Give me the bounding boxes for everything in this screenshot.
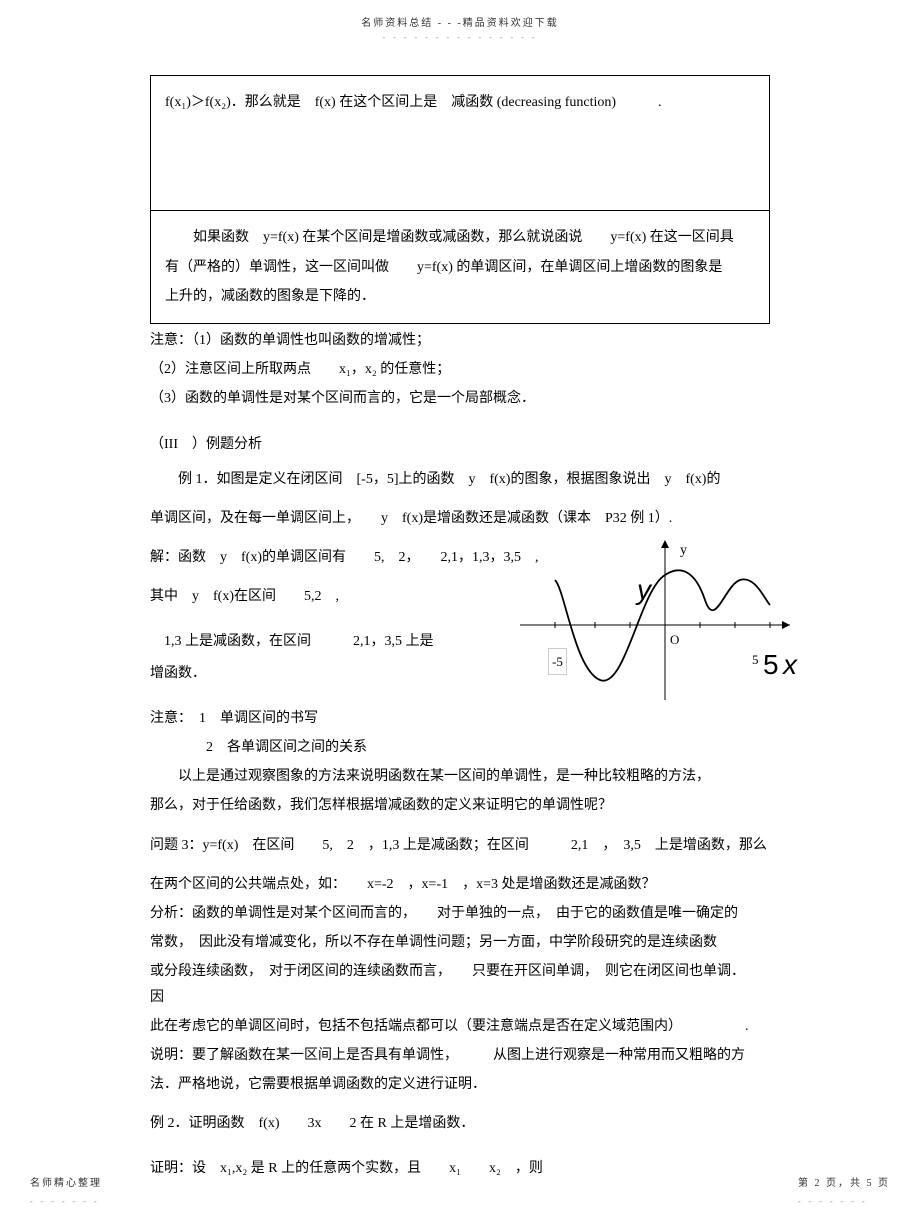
q3-line3: 分析：函数的单调性是对某个区间而言的， 对于单独的一点， 由于它的函数值是唯一确… [150,901,770,926]
q3-line2: 在两个区间的公共端点处，如： x=-2 ，x=-1 ，x=3 处是增函数还是减函… [150,872,770,897]
footer-left: 名师精心整理 - - - - - - - [30,1175,102,1211]
footer-right-text: 第 2 页，共 5 页 [798,1178,890,1189]
q3-line1: 问题 3：y=f(x) 在区间 5, 2 ，1,3 上是减函数；在区间 2,1 … [150,833,770,858]
q3-line7: 说明：要了解函数在某一区间上是否具有单调性， 从图上进行观察是一种常用而又粗略的… [150,1043,770,1068]
q3-line8: 法．严格地说，它需要根据单调函数的定义进行证明． [150,1072,770,1097]
footer-right: 第 2 页，共 5 页 - - - - - - - [798,1175,890,1211]
function-graph: y y O -5 5 5 x [520,530,800,710]
box2-line3: 上升的，减函数的图象是下降的． [165,284,755,309]
graph-neg5-label: -5 [548,648,567,675]
attention-4: 那么，对于任给函数，我们怎样根据增减函数的定义来证明它的单调性呢？ [150,793,770,818]
box-cell-1: f(x₁)＞f(x₂)．那么就是 f(x) 在这个区间上是 减函数 (decre… [151,76,770,211]
header-dots: - - - - - - - - - - - - - - - [0,31,920,45]
definition-table: f(x₁)＞f(x₂)．那么就是 f(x) 在这个区间上是 减函数 (decre… [150,75,770,324]
section-3-title: （III ）例题分析 [150,432,770,457]
ex2-line2: 证明：设 x₁,x₂ 是 R 上的任意两个实数，且 x₁ x₂ ，则 [150,1156,770,1181]
box-cell-2: 如果函数 y=f(x) 在某个区间是增函数或减函数，那么就说函说 y=f(x) … [151,211,770,324]
q3-line5: 或分段连续函数， 对于闭区间的连续函数而言， 只要在开区间单调， 则它在闭区间也… [150,959,770,1009]
decreasing-fn-text: f(x₁)＞f(x₂)．那么就是 f(x) 在这个区间上是 减函数 (decre… [165,90,755,115]
header-note: 名师资料总结 - - -精品资料欢迎下载 [0,0,920,33]
q3-line6: 此在考虑它的单调区间时，包括不包括端点都可以（要注意端点是否在定义域范围内） . [150,1014,770,1039]
box2-line1: 如果函数 y=f(x) 在某个区间是增函数或减函数，那么就说函说 y=f(x) … [165,225,755,250]
attention-2: 2 各单调区间之间的关系 [150,735,770,760]
q3-line4: 常数， 因此没有增减变化，所以不存在单调性问题；另一方面，中学阶段研究的是连续函… [150,930,770,955]
graph-svg [520,530,800,710]
graph-bigx: x [783,640,797,690]
graph-pos5-label: 5 [752,648,759,671]
note-1: 注意：（1）函数的单调性也叫函数的增减性； [150,328,770,353]
footer-right-dots: - - - - - - - [798,1197,868,1206]
note-3: （3）函数的单调性是对某个区间而言的，它是一个局部概念． [150,386,770,411]
graph-y-big: y [637,565,651,615]
note-2: （2）注意区间上所取两点 x₁，x₂ 的任意性； [150,357,770,382]
footer-left-text: 名师精心整理 [30,1178,102,1189]
ex2-line1: 例 2．证明函数 f(x) 3x 2 在 R 上是增函数． [150,1111,770,1136]
graph-origin-label: O [670,628,679,651]
ex1-line1: 例 1．如图是定义在闭区间 [-5，5]上的函数 y f(x)的图象，根据图象说… [150,467,770,492]
attention-3: 以上是通过观察图象的方法来说明函数在某一区间的单调性，是一种比较粗略的方法， [150,764,770,789]
graph-y-label: y [680,538,687,563]
box2-line2: 有（严格的）单调性，这一区间叫做 y=f(x) 的单调区间，在单调区间上增函数的… [165,255,755,280]
graph-big5: 5 [763,640,779,690]
ex1-line2: 单调区间，及在每一单调区间上， y f(x)是增函数还是减函数（课本 P32 例… [150,506,770,531]
footer-left-dots: - - - - - - - [30,1197,100,1206]
